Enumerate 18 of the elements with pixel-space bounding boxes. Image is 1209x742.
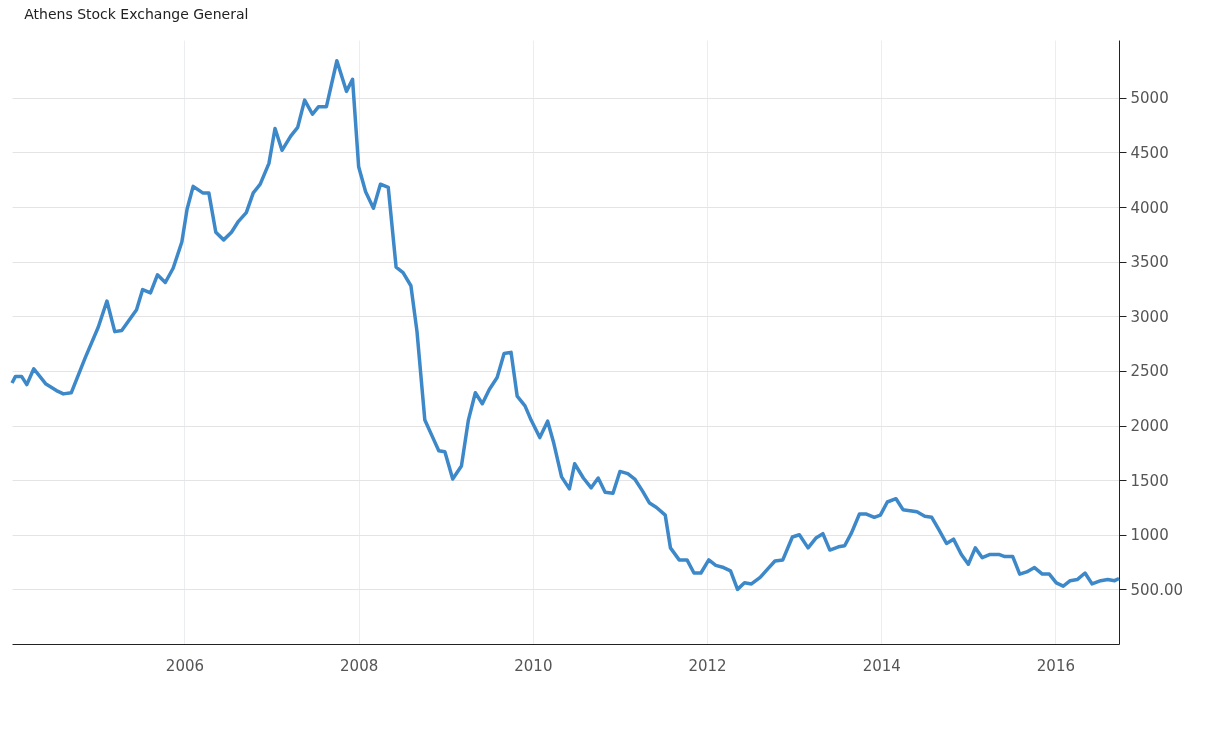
y-tick-label: 3500 [1130, 253, 1169, 272]
y-tick-label: 4000 [1130, 198, 1169, 217]
y-tick-label: 1500 [1130, 471, 1169, 490]
x-tick-label: 2014 [862, 656, 901, 675]
x-tick-label: 2006 [165, 656, 205, 675]
y-tick-label: 4500 [1130, 144, 1169, 162]
y-tick-label: 3000 [1130, 307, 1169, 326]
x-tick-label: 2012 [688, 656, 727, 675]
x-tick-label: 2010 [514, 656, 553, 675]
y-tick-label: 5000 [1130, 89, 1169, 108]
y-tick-label: 2000 [1130, 417, 1169, 436]
y-tick-label: 500.00 [1130, 580, 1183, 599]
chart-title: Athens Stock Exchange General [24, 6, 249, 22]
x-tick-label: 2008 [340, 656, 379, 675]
x-tick-label: 2016 [1036, 656, 1076, 675]
line-series [10, 59, 1121, 592]
y-tick-label: 1000 [1130, 526, 1169, 545]
y-tick-label: 2500 [1130, 362, 1169, 381]
